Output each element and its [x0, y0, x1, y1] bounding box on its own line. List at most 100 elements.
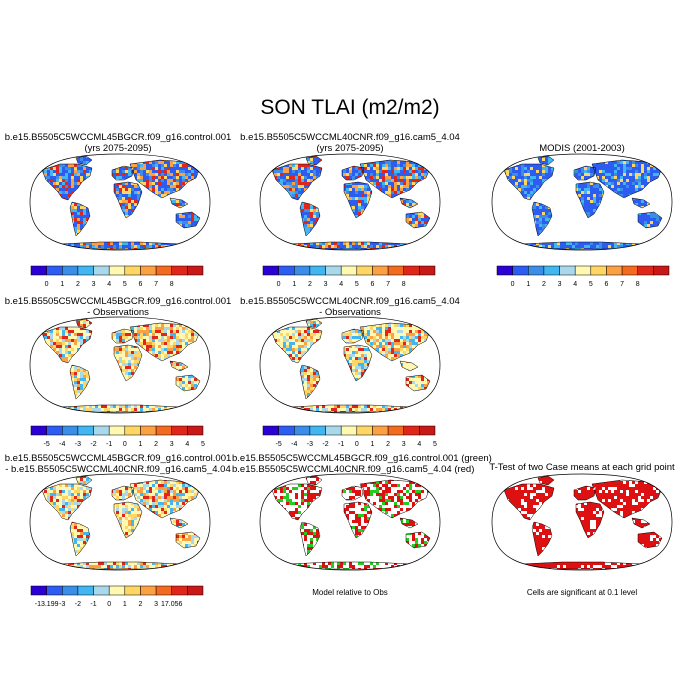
colorbar-swatch [637, 265, 654, 276]
land-field [42, 319, 200, 412]
colorbar-swatch [340, 265, 358, 276]
colorbar-swatch [62, 265, 79, 276]
colorbar-tick-label: 1 [526, 281, 530, 288]
colorbar-r1c3: 0 1 2 3 4 5 6 7 8 [496, 265, 670, 288]
map-outline [491, 153, 673, 251]
colorbar-r1c2: 0 1 2 3 4 5 6 7 8 [262, 265, 436, 288]
map-r2c2 [259, 316, 441, 414]
colorbar-swatch [278, 425, 295, 436]
land-field [504, 156, 662, 249]
colorbar-tick-label: 3 [402, 441, 406, 448]
colorbar-swatch [93, 585, 110, 596]
colorbar-swatch [528, 265, 545, 276]
colorbar-tick-label: 2 [308, 281, 312, 288]
colorbar-tick-label: -1 [338, 441, 344, 448]
colorbar-swatch [93, 265, 110, 276]
map-outline [259, 316, 441, 414]
colorbar-swatch [187, 585, 204, 596]
colorbar-tick-label: -3 [59, 601, 65, 608]
colorbar-swatch [46, 585, 63, 596]
colorbar-swatch [30, 425, 47, 436]
colorbar-tick-label: 6 [371, 281, 375, 288]
colorbar-swatch [278, 265, 295, 276]
colorbar-swatch [403, 265, 420, 276]
colorbar-tick-label: 5 [201, 441, 205, 448]
colorbar-tick-label: 1 [371, 441, 375, 448]
colorbar-tick-label: -2 [75, 601, 81, 608]
colorbar-tick-label: 8 [402, 281, 406, 288]
colorbar-swatch [171, 425, 188, 436]
colorbar-tick-label: 2 [154, 441, 158, 448]
colorbar-tick-label: 7 [386, 281, 390, 288]
colorbar-swatch [372, 425, 389, 436]
colorbar-r3c1: -13.199 -3 -2 -1 0 1 2 3 17.056 [30, 585, 204, 608]
land-field [42, 476, 200, 569]
panel-title-r2c2: b.e15.B5505C5WCCML40CNR.f09_g16.cam5_4.0… [240, 296, 460, 318]
panel-title-r2c1: b.e15.B5505C5WCCML45BGCR.f09_g16.control… [4, 296, 232, 318]
colorbar-tick-label: 4 [185, 441, 189, 448]
colorbar-tick-label: 0 [355, 441, 359, 448]
colorbar-swatch [356, 425, 373, 436]
colorbar-swatch [187, 265, 204, 276]
colorbar-swatch [606, 265, 623, 276]
colorbar-tick-label: 5 [589, 281, 593, 288]
colorbar-tick-label: -13.199 [35, 601, 59, 608]
colorbar-swatch [309, 265, 326, 276]
colorbar-swatch [325, 425, 342, 436]
colorbar-tick-label: 1 [139, 441, 143, 448]
colorbar-tick-label: 5 [433, 441, 437, 448]
colorbar-swatch [512, 265, 529, 276]
colorbar-swatch [30, 265, 47, 276]
colorbar-swatch [62, 585, 79, 596]
colorbar-tick-label: 0 [107, 601, 111, 608]
colorbar-swatch [387, 425, 404, 436]
map-outline [29, 473, 211, 571]
colorbar-tick-label: 0 [123, 441, 127, 448]
colorbar-swatch [108, 265, 126, 276]
colorbar-swatch [155, 425, 172, 436]
colorbar-tick-label: 4 [573, 281, 577, 288]
colorbar-swatch [46, 425, 63, 436]
colorbar-swatch [155, 585, 172, 596]
colorbar-swatch [403, 425, 420, 436]
colorbar-swatch [387, 265, 404, 276]
colorbar-swatch [496, 265, 513, 276]
colorbar-r1c1: 0 1 2 3 4 5 6 7 8 [30, 265, 204, 288]
colorbar-tick-label: 2 [139, 601, 143, 608]
colorbar-swatch [77, 265, 94, 276]
panel-title-r1c3: MODIS (2001-2003) [539, 143, 625, 154]
map-r2c1 [29, 316, 211, 414]
colorbar-swatch [325, 265, 342, 276]
map-outline [29, 316, 211, 414]
note-r3c2: Model relative to Obs [312, 588, 388, 597]
colorbar-swatch [419, 425, 436, 436]
colorbar-tick-label: -2 [90, 441, 96, 448]
colorbar-swatch [294, 425, 311, 436]
colorbar-swatch [108, 425, 126, 436]
colorbar-tick-label: -4 [59, 441, 65, 448]
colorbar-swatch [108, 585, 126, 596]
colorbar-tick-label: -3 [307, 441, 313, 448]
map-r3c2 [259, 473, 441, 571]
colorbar-tick-label: -4 [291, 441, 297, 448]
colorbar-tick-label: 6 [605, 281, 609, 288]
panel-title-r3c2: b.e15.B5505C5WCCML45BGCR.f09_g16.control… [232, 453, 492, 475]
colorbar-tick-label: 8 [170, 281, 174, 288]
map-r3c3 [491, 473, 673, 571]
map-r1c3 [491, 153, 673, 251]
colorbar-tick-label: 5 [355, 281, 359, 288]
colorbar-swatch [124, 265, 141, 276]
colorbar-tick-label: 7 [154, 281, 158, 288]
colorbar-tick-label: -3 [75, 441, 81, 448]
colorbar-tick-label: -2 [322, 441, 328, 448]
colorbar-r2c1: -5 -4 -3 -2 -1 0 1 2 3 4 5 [30, 425, 205, 448]
colorbar-swatch [171, 585, 188, 596]
colorbar-swatch [574, 265, 592, 276]
map-r3c1 [29, 473, 211, 571]
land-field [272, 476, 430, 569]
colorbar-swatch [653, 265, 670, 276]
colorbar-tick-label: 7 [620, 281, 624, 288]
colorbar-tick-label: 0 [511, 281, 515, 288]
colorbar-tick-label: 1 [123, 601, 127, 608]
colorbar-swatch [187, 425, 204, 436]
